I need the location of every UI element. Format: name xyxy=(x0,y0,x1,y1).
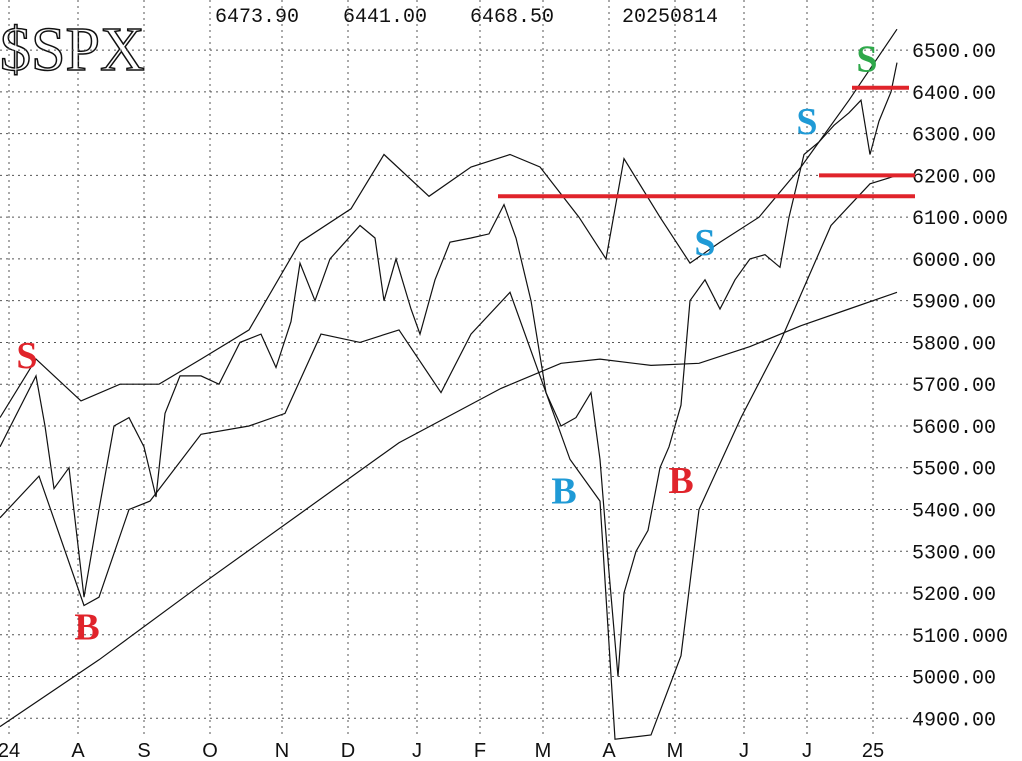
x-tick-label: S xyxy=(137,740,150,761)
y-tick-label: 6500.00 xyxy=(912,41,996,64)
y-tick-label: 6200.00 xyxy=(912,166,996,189)
y-tick-label: 5300.00 xyxy=(912,542,996,565)
y-tick-label: 6300.00 xyxy=(912,125,996,148)
header-value: 6473.90 xyxy=(215,6,299,29)
x-tick-label: N xyxy=(275,740,289,761)
price-line xyxy=(0,62,898,677)
y-tick-label: 6100.000 xyxy=(912,208,1008,231)
signal-label: B xyxy=(74,606,99,648)
y-tick-label: 5000.00 xyxy=(912,668,996,691)
signal-label: S xyxy=(856,38,877,80)
y-tick-label: 5200.00 xyxy=(912,584,996,607)
y-tick-label: 5100.000 xyxy=(912,626,1008,649)
y-tick-label: 6400.00 xyxy=(912,83,996,106)
y-tick-label: 5400.00 xyxy=(912,500,996,523)
signal-label: S xyxy=(796,101,817,143)
x-tick-label: 25 xyxy=(862,740,884,761)
header-value: 20250814 xyxy=(622,6,718,29)
y-tick-label: 5600.00 xyxy=(912,417,996,440)
x-tick-label: 24 xyxy=(0,740,20,761)
x-tick-label: A xyxy=(71,740,85,761)
price-line xyxy=(0,291,898,728)
x-tick-label: A xyxy=(602,740,616,761)
signal-label: B xyxy=(551,471,576,513)
x-tick-label: M xyxy=(667,740,684,761)
y-tick-label: 5800.00 xyxy=(912,333,996,356)
price-line xyxy=(0,174,898,740)
x-tick-label: J xyxy=(412,740,422,761)
price-line xyxy=(0,28,898,418)
header-value: 6468.50 xyxy=(470,6,554,29)
y-tick-label: 6000.00 xyxy=(912,250,996,273)
x-tick-label: J xyxy=(739,740,749,761)
signal-label: S xyxy=(694,222,715,264)
y-tick-label: 4900.00 xyxy=(912,709,996,732)
y-tick-label: 5900.00 xyxy=(912,292,996,315)
x-tick-label: D xyxy=(341,740,355,761)
header-value: 6441.00 xyxy=(343,6,427,29)
x-tick-label: O xyxy=(202,740,218,761)
y-tick-label: 5700.00 xyxy=(912,375,996,398)
y-tick-label: 5500.00 xyxy=(912,459,996,482)
x-tick-label: M xyxy=(535,740,552,761)
x-tick-label: J xyxy=(802,740,812,761)
x-tick-label: F xyxy=(474,740,486,761)
signal-label: B xyxy=(668,460,693,502)
signal-label: S xyxy=(16,335,37,377)
